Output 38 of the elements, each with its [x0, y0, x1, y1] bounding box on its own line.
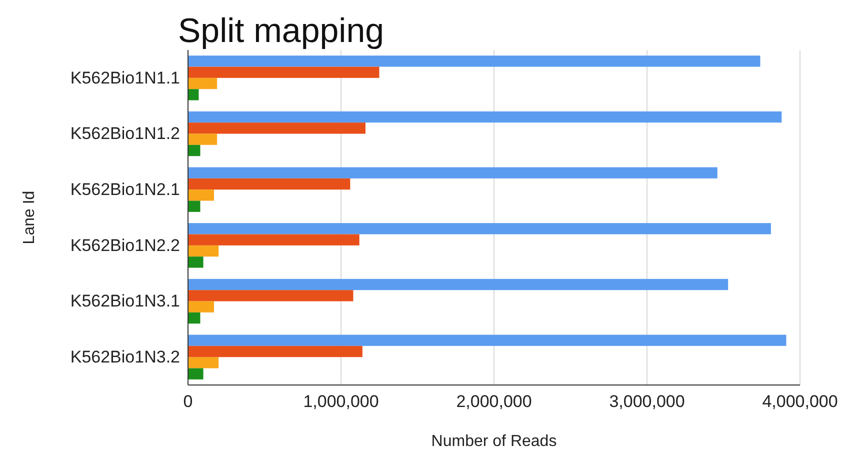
x-tick-label: 4,000,000 [762, 392, 838, 412]
bar [188, 78, 218, 90]
x-tick-label: 0 [183, 392, 193, 412]
bar [188, 368, 204, 380]
bar [188, 357, 219, 368]
bar [188, 56, 760, 67]
x-axis-title: Number of Reads [431, 433, 557, 450]
bar [188, 334, 786, 346]
x-tick-label: 2,000,000 [456, 392, 532, 412]
bar [188, 111, 782, 123]
chart-title: Split mapping [178, 12, 384, 50]
bar [188, 346, 362, 358]
y-tick-label: K562Bio1N3.1 [70, 292, 180, 311]
bar [188, 144, 200, 156]
bar [188, 290, 354, 302]
bar [188, 66, 380, 78]
bar [188, 122, 366, 134]
bar [188, 200, 200, 212]
y-axis-title: Lane Id [21, 190, 38, 244]
bar [188, 301, 214, 312]
y-tick-label: K562Bio1N1.1 [70, 68, 180, 88]
x-tick-label: 3,000,000 [609, 392, 685, 412]
bar [188, 223, 771, 234]
bar [188, 167, 718, 178]
bar [188, 234, 360, 246]
y-tick-label: K562Bio1N3.2 [70, 348, 180, 367]
y-tick-label: K562Bio1N2.1 [70, 180, 180, 200]
y-tick-label: K562Bio1N1.2 [70, 124, 180, 144]
bar [188, 134, 218, 145]
y-tick-label: K562Bio1N2.2 [70, 236, 180, 255]
bar [188, 278, 728, 290]
bar [188, 178, 350, 190]
bar [188, 190, 214, 201]
bar [188, 245, 219, 257]
bar [188, 256, 204, 268]
x-tick-label: 1,000,000 [303, 392, 379, 412]
bar [188, 312, 200, 324]
bar [188, 89, 199, 100]
